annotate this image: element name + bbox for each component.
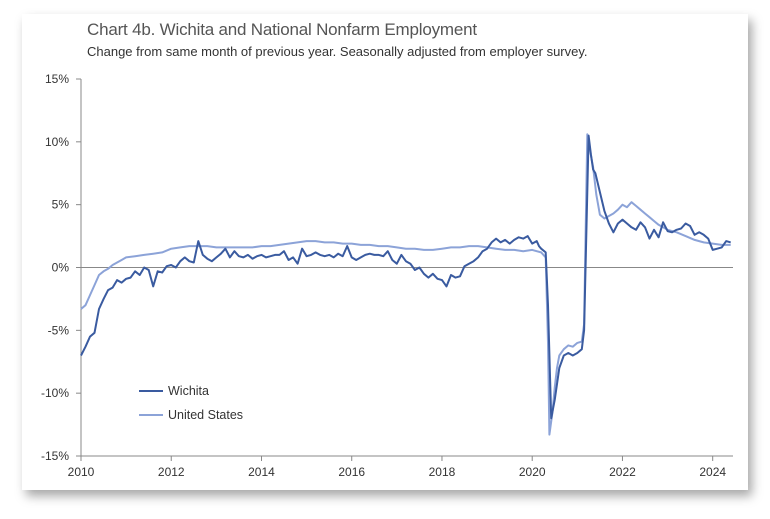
y-tick-label: 15% [45, 72, 69, 86]
chart-subtitle: Change from same month of previous year.… [87, 44, 588, 59]
legend: Wichita United States [139, 384, 243, 422]
axes-group: 15% 10% 5% 0% -5% -10% -15% 2010 2012 2014 2016 201… [41, 72, 733, 479]
chart-title: Chart 4b. Wichita and National Nonfarm E… [87, 20, 477, 39]
legend-label-united-states: United States [168, 408, 243, 422]
x-tick-label: 2014 [248, 465, 275, 479]
y-tick-label: -10% [41, 386, 69, 400]
x-tick-label: 2024 [699, 465, 726, 479]
y-tick-label: -5% [48, 323, 70, 337]
x-tick-label: 2020 [519, 465, 546, 479]
y-tick-label: -15% [41, 449, 69, 463]
y-tick-label: 0% [52, 261, 70, 275]
x-tick-label: 2012 [158, 465, 185, 479]
chart-card [22, 14, 748, 490]
series-line-united-states [80, 133, 731, 436]
x-tick-label: 2022 [609, 465, 636, 479]
legend-label-wichita: Wichita [168, 384, 209, 398]
y-tick-label: 10% [45, 135, 69, 149]
x-tick-label: 2010 [68, 465, 95, 479]
x-tick-label: 2018 [429, 465, 456, 479]
series-line-wichita [80, 134, 731, 420]
y-tick-label: 5% [52, 198, 70, 212]
x-tick-label: 2016 [338, 465, 365, 479]
series-group [80, 133, 731, 436]
